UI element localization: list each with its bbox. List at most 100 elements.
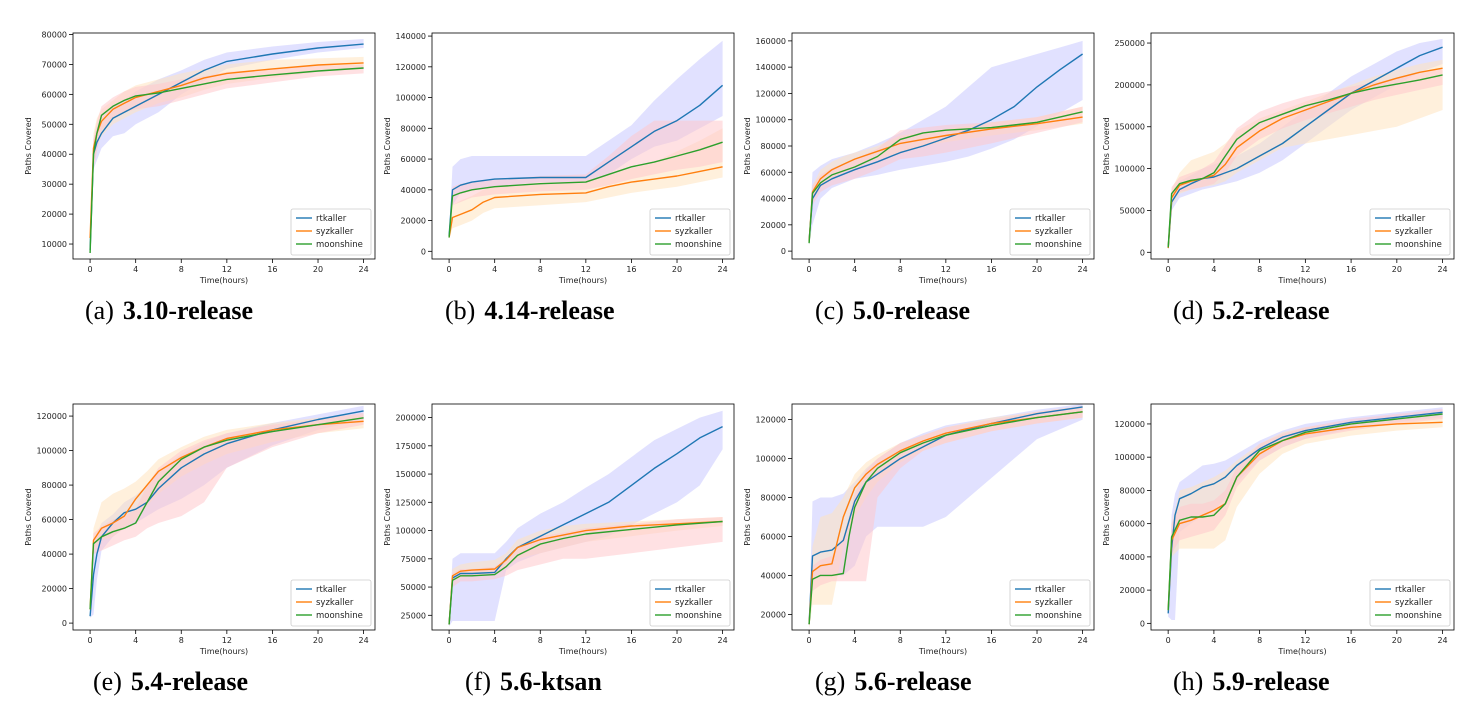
chart-panel-g: 0 4 8 12 16 20 24 20000 40000 60000 80000 100000 120…: [743, 403, 1095, 696]
y-tick-label: 150000: [395, 470, 426, 479]
legend: rtkaller syzkaller moonshine: [290, 579, 372, 627]
y-tick-label: 80000: [42, 30, 67, 39]
band-moonshine: [90, 412, 364, 613]
x-tick-label: 20: [672, 636, 682, 645]
band-moonshine: [449, 517, 723, 627]
y-tick-label: 60000: [761, 168, 786, 177]
legend-label-rtkaller: rtkaller: [316, 214, 347, 224]
x-tick-label: 4: [133, 636, 138, 645]
line-syzkaller: [89, 420, 364, 610]
y-tick-label: 80000: [42, 481, 67, 490]
caption-title: 5.6-ktsan: [500, 667, 602, 696]
y-axis-label: Paths Covered: [1102, 488, 1111, 546]
caption-title: 5.4-release: [131, 667, 248, 696]
y-tick-label: 20000: [1120, 586, 1145, 595]
y-tick-label: 50000: [42, 120, 67, 129]
x-tick-label: 20: [1032, 265, 1042, 274]
line-syzkaller: [448, 166, 723, 238]
chart-panel-f: 0 4 8 12 16 20 24 25000 50000 75000 100000 125000 15…: [383, 403, 735, 696]
x-tick-label: 12: [1300, 636, 1310, 645]
x-tick-label: 8: [1257, 636, 1262, 645]
y-tick-label: 20000: [761, 610, 786, 619]
caption-title: 5.0-release: [853, 296, 970, 325]
x-tick-label: 12: [941, 636, 951, 645]
legend-label-syzkaller: syzkaller: [316, 227, 354, 237]
line-rtkaller: [89, 43, 364, 251]
line-rtkaller: [1167, 46, 1443, 249]
plot-frame: [431, 403, 735, 631]
y-tick-label: 80000: [1120, 486, 1145, 495]
legend-label-moonshine: moonshine: [1395, 240, 1442, 250]
y-tick-label: 0: [781, 247, 786, 256]
y-tick-label: 80000: [761, 142, 786, 151]
x-tick-label: 24: [1078, 265, 1088, 274]
y-axis-label: Paths Covered: [24, 117, 33, 175]
band-syzkaller: [90, 414, 364, 613]
legend-label-rtkaller: rtkaller: [316, 585, 347, 595]
y-tick-label: 20000: [401, 217, 426, 226]
x-axis-label: Time(hours): [1277, 647, 1326, 656]
subfigure-caption: (f) 5.6-ktsan: [465, 667, 602, 696]
y-tick-label: 200000: [1114, 81, 1145, 90]
y-tick-label: 20000: [42, 585, 67, 594]
x-tick-label: 8: [898, 265, 903, 274]
x-tick-label: 16: [986, 636, 996, 645]
band-moonshine: [1168, 409, 1443, 614]
y-tick-label: 75000: [401, 555, 426, 564]
y-axis-label: Paths Covered: [743, 488, 752, 546]
y-tick-label: 60000: [401, 155, 426, 164]
series-lines: [448, 84, 724, 238]
band-moonshine: [809, 405, 1083, 629]
line-syzkaller: [808, 116, 1083, 242]
x-tick-label: 12: [581, 265, 591, 274]
legend: rtkaller syzkaller moonshine: [1369, 208, 1451, 256]
y-axis-label: Paths Covered: [383, 488, 392, 546]
y-tick-label: 0: [421, 247, 426, 256]
x-tick-label: 16: [1346, 636, 1356, 645]
plot-frame: [72, 403, 376, 631]
legend-label-rtkaller: rtkaller: [1395, 214, 1426, 224]
subfigure-caption: (d) 5.2-release: [1173, 296, 1330, 325]
legend-label-moonshine: moonshine: [316, 240, 363, 250]
line-rtkaller: [448, 425, 723, 625]
x-tick-label: 16: [626, 265, 636, 274]
x-tick-label: 4: [492, 265, 497, 274]
x-tick-label: 24: [718, 265, 728, 274]
caption-letter: (e): [93, 667, 122, 696]
legend-label-moonshine: moonshine: [316, 611, 363, 621]
legend-label-moonshine: moonshine: [1035, 611, 1082, 621]
line-moonshine: [808, 411, 1083, 625]
legend-label-syzkaller: syzkaller: [675, 227, 713, 237]
x-tick-label: 4: [492, 636, 497, 645]
y-tick-label: 100000: [755, 116, 786, 125]
y-tick-label: 40000: [401, 186, 426, 195]
legend-label-rtkaller: rtkaller: [675, 214, 706, 224]
y-tick-label: 140000: [755, 63, 786, 72]
legend-label-moonshine: moonshine: [675, 240, 722, 250]
x-tick-label: 20: [672, 265, 682, 274]
y-tick-label: 60000: [1120, 520, 1145, 529]
y-tick-label: 100000: [1114, 453, 1145, 462]
caption-letter: (d): [1173, 296, 1203, 325]
caption-title: 4.14-release: [484, 296, 614, 325]
x-tick-label: 0: [1166, 265, 1171, 274]
caption-title: 5.6-release: [854, 667, 971, 696]
x-tick-label: 0: [1166, 636, 1171, 645]
y-tick-label: 40000: [761, 195, 786, 204]
y-tick-label: 0: [62, 619, 67, 628]
plot-frame: [72, 32, 376, 260]
series-lines: [89, 43, 364, 254]
chart-panel-d: 0 4 8 12 16 20 24 0 50000 100000 150000 200000 25000…: [1102, 32, 1455, 325]
legend: rtkaller syzkaller moonshine: [1369, 579, 1451, 627]
legend: rtkaller syzkaller moonshine: [1009, 208, 1091, 256]
confidence-bands: [449, 40, 723, 239]
y-tick-label: 60000: [42, 516, 67, 525]
y-tick-label: 120000: [755, 89, 786, 98]
x-tick-label: 16: [1346, 265, 1356, 274]
y-axis-label: Paths Covered: [743, 117, 752, 175]
line-moonshine: [1167, 413, 1443, 611]
y-tick-label: 60000: [42, 90, 67, 99]
line-moonshine: [89, 67, 364, 254]
x-tick-label: 16: [626, 636, 636, 645]
x-tick-label: 20: [313, 265, 323, 274]
